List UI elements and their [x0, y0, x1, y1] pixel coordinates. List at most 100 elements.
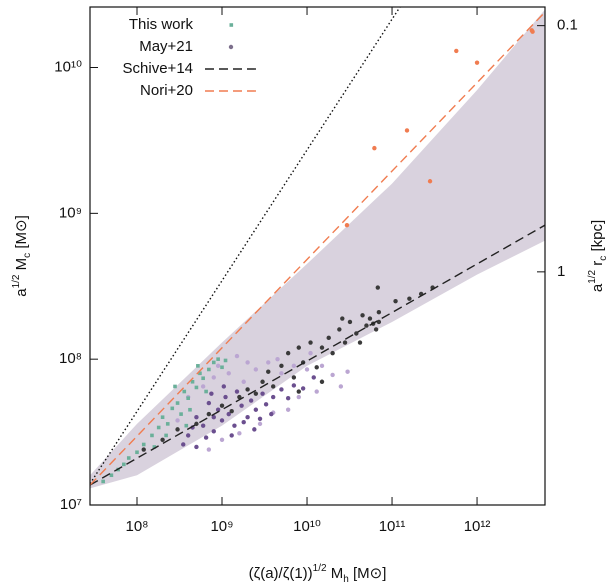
point [296, 389, 301, 394]
x-tick-label: 10⁸ [125, 518, 148, 535]
point [253, 367, 259, 372]
point [319, 363, 325, 369]
y-tick-label: 10⁷ [60, 496, 82, 513]
point [279, 387, 284, 392]
point [319, 345, 325, 350]
point [241, 379, 246, 384]
point [279, 363, 284, 369]
legend-label: Schive+14 [123, 60, 193, 77]
y-axis-label: a1/2 Mc [M⊙] [11, 215, 33, 297]
point [237, 431, 242, 436]
y2-axis-label-part: [kpc] [589, 220, 606, 256]
y2-axis-label: a1/2 rc [kpc] [587, 220, 609, 292]
point [200, 423, 206, 428]
point [232, 423, 237, 428]
point [194, 385, 199, 390]
y-tick-label: 10¹⁰ [54, 58, 82, 75]
point [296, 394, 301, 400]
point [279, 371, 284, 376]
point [239, 403, 244, 408]
point [196, 364, 200, 368]
point [330, 350, 335, 356]
point [241, 419, 246, 425]
point [179, 412, 183, 416]
point [170, 406, 175, 411]
point [219, 437, 225, 442]
point [253, 391, 259, 396]
point [160, 415, 165, 420]
y-tick-label: 10⁹ [59, 204, 82, 221]
point [330, 372, 335, 378]
point [296, 345, 301, 350]
point [275, 356, 280, 362]
point [252, 427, 257, 432]
point [211, 415, 216, 420]
y-tick-label: 10⁸ [59, 350, 82, 367]
y2-axis-label-part: r [589, 261, 606, 270]
x-axis-label: (ζ(a)/ζ(1))1/2 Mh [M⊙] [249, 563, 387, 585]
point [229, 408, 234, 414]
point [234, 389, 240, 394]
point [393, 298, 398, 304]
point [291, 363, 297, 369]
point [181, 442, 186, 447]
legend-marker [229, 23, 234, 27]
y-axis-label-part: M [13, 258, 30, 275]
point [367, 316, 373, 321]
point [344, 222, 350, 228]
point [206, 447, 212, 452]
point [211, 375, 216, 380]
point [175, 401, 180, 405]
point [372, 145, 377, 151]
point [326, 335, 331, 341]
x-axis-label-part: [M⊙] [349, 565, 387, 582]
point [285, 350, 291, 356]
point [454, 48, 459, 54]
legend-label: May+21 [139, 38, 193, 55]
point [342, 340, 348, 345]
point [203, 435, 209, 440]
point [150, 433, 154, 438]
point [101, 479, 105, 484]
point [291, 383, 297, 388]
point [229, 433, 234, 438]
point [285, 395, 291, 401]
point [308, 350, 313, 356]
point [375, 285, 380, 290]
point [257, 416, 263, 422]
point [245, 387, 250, 392]
plot-area [90, 7, 545, 489]
point [141, 447, 146, 452]
plot-frame [89, 6, 546, 506]
point [376, 319, 382, 325]
point [204, 389, 208, 394]
y2-axis-label-part: c [598, 256, 609, 261]
point [211, 360, 216, 365]
point [126, 456, 131, 460]
y-axis-label-part: 1/2 [11, 274, 22, 288]
line [90, 11, 545, 486]
point [209, 391, 214, 396]
point [376, 309, 382, 315]
point [270, 384, 276, 389]
point [186, 396, 190, 400]
point [188, 407, 192, 412]
point [304, 367, 310, 372]
point [427, 179, 433, 184]
x-axis-label-part: (ζ(a)/ζ(1)) [249, 565, 313, 582]
point [319, 379, 325, 384]
x-axis-label-part: h [343, 574, 349, 585]
point [407, 296, 412, 301]
point [263, 402, 269, 407]
point [141, 442, 146, 447]
point [226, 371, 231, 376]
point [109, 473, 114, 478]
point [200, 384, 206, 389]
point [207, 367, 211, 372]
line [90, 224, 545, 486]
point [135, 450, 139, 455]
point [156, 425, 161, 430]
x-tick-label: 10¹² [464, 518, 491, 535]
point [164, 433, 168, 438]
